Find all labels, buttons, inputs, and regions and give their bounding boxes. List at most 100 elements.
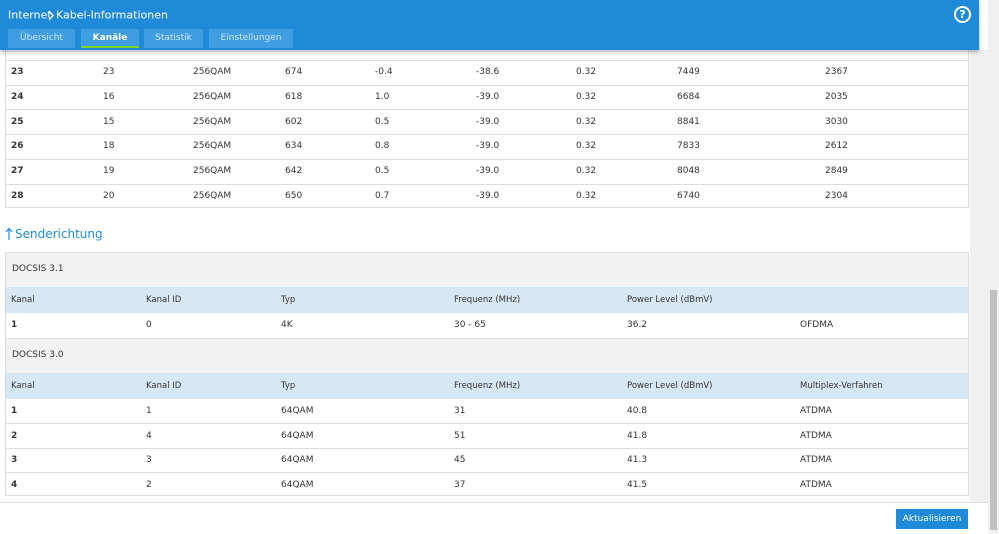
cell: 2849: [825, 166, 848, 177]
cell: 256QAM: [193, 166, 232, 177]
section-title[interactable]: Senderichtung: [15, 227, 103, 241]
cell: 25: [11, 116, 24, 127]
column-header: Typ: [281, 295, 296, 305]
cell: 4: [146, 430, 152, 441]
column-header: Kanal: [11, 380, 35, 391]
cell: ATDMA: [800, 405, 832, 416]
header-row: [6, 287, 968, 313]
cell: 30 - 65: [454, 320, 486, 331]
cell: 4K: [281, 320, 293, 331]
cell: 6684: [677, 92, 700, 103]
tab[interactable]: Übersicht: [8, 29, 75, 48]
cell: 2: [146, 479, 152, 490]
tab[interactable]: Kanäle: [81, 29, 139, 48]
cell: 64QAM: [281, 455, 314, 466]
cell: 2035: [825, 92, 848, 103]
group-bar: [6, 337, 968, 373]
cell: 64QAM: [281, 430, 314, 441]
tab[interactable]: Statistik: [144, 29, 203, 48]
header-row: [6, 372, 968, 399]
cell: 634: [285, 141, 303, 152]
cell: 602: [285, 116, 303, 127]
scroll-thumb[interactable]: [990, 290, 997, 530]
cell: 674: [285, 67, 303, 78]
cell: 0.32: [576, 92, 597, 103]
cell: 23: [11, 67, 24, 78]
cell: 51: [454, 430, 466, 441]
column-header: Typ: [281, 380, 296, 391]
cell: OFDMA: [800, 320, 834, 331]
column-header: Kanal ID: [146, 295, 182, 305]
cell: 40.8: [627, 405, 648, 416]
tab[interactable]: Einstellungen: [209, 29, 293, 48]
cell: 26: [11, 141, 24, 152]
cell: 650: [285, 190, 303, 201]
cell: 41.5: [627, 479, 648, 490]
cell: 2304: [825, 190, 848, 201]
cell: 1: [11, 405, 18, 416]
chevron: [48, 10, 54, 21]
row-divider: [5, 134, 969, 136]
cell: 64QAM: [281, 405, 314, 416]
row-divider: [6, 472, 968, 474]
cell: -0.4: [375, 67, 393, 78]
group-label: DOCSIS 3.0: [12, 349, 64, 360]
cell: 0.32: [576, 141, 597, 152]
row-divider: [5, 158, 969, 160]
cell: 41.3: [627, 455, 648, 466]
cell: 45: [454, 455, 466, 466]
cell: 1.0: [375, 92, 390, 103]
cell: 618: [285, 92, 303, 103]
cell: 3030: [825, 116, 848, 127]
header: Internet Kabel-Informationen ? Übersicht…: [0, 0, 979, 50]
column-header: Frequenz (MHz): [454, 295, 521, 305]
cell: 256QAM: [193, 92, 232, 103]
cell: -38.6: [476, 67, 500, 78]
cell: 41.8: [627, 430, 648, 441]
cell: 2367: [825, 67, 848, 78]
help-icon[interactable]: ?: [954, 6, 971, 23]
cell: 0.8: [375, 141, 390, 152]
cell: ATDMA: [800, 430, 832, 441]
cell: 7449: [677, 67, 700, 78]
cell: 27: [11, 166, 24, 177]
cell: 6740: [677, 190, 700, 201]
cell: 15: [103, 116, 115, 127]
cell: -39.0: [476, 190, 500, 201]
footer: Aktualisieren: [0, 502, 988, 534]
cell: 16: [103, 92, 115, 103]
cell: ATDMA: [800, 479, 832, 490]
row-divider: [6, 447, 968, 449]
cell: 3: [11, 455, 18, 466]
section[interactable]: Internet: [8, 8, 52, 22]
cell: 0.32: [576, 67, 597, 78]
cell: 8048: [677, 166, 700, 177]
cell: 256QAM: [193, 141, 232, 152]
cell: 2612: [825, 141, 848, 152]
cell: 0.5: [375, 116, 390, 127]
cell: -39.0: [476, 116, 500, 127]
cell: 8841: [677, 116, 700, 127]
column-header: Frequenz (MHz): [454, 380, 521, 391]
column-header: Multiplex-Verfahren: [800, 380, 883, 391]
cell: 0: [146, 320, 152, 331]
cell: 0.7: [375, 190, 390, 201]
cell: 64QAM: [281, 479, 314, 490]
cell: 4: [11, 479, 18, 490]
cell: 37: [454, 479, 466, 490]
cell: 1: [146, 405, 152, 416]
cell: 24: [11, 92, 24, 103]
group-bar: [6, 252, 968, 287]
cell: 31: [454, 405, 466, 416]
refresh-button[interactable]: Aktualisieren: [896, 509, 968, 529]
cell: 2: [11, 430, 18, 441]
row-divider: [5, 84, 969, 86]
cell: 28: [11, 190, 24, 201]
scrollbar[interactable]: [988, 0, 999, 534]
cell: 0.5: [375, 166, 390, 177]
row-divider: [5, 109, 969, 111]
cell: -39.0: [476, 92, 500, 103]
cell: 7833: [677, 141, 700, 152]
